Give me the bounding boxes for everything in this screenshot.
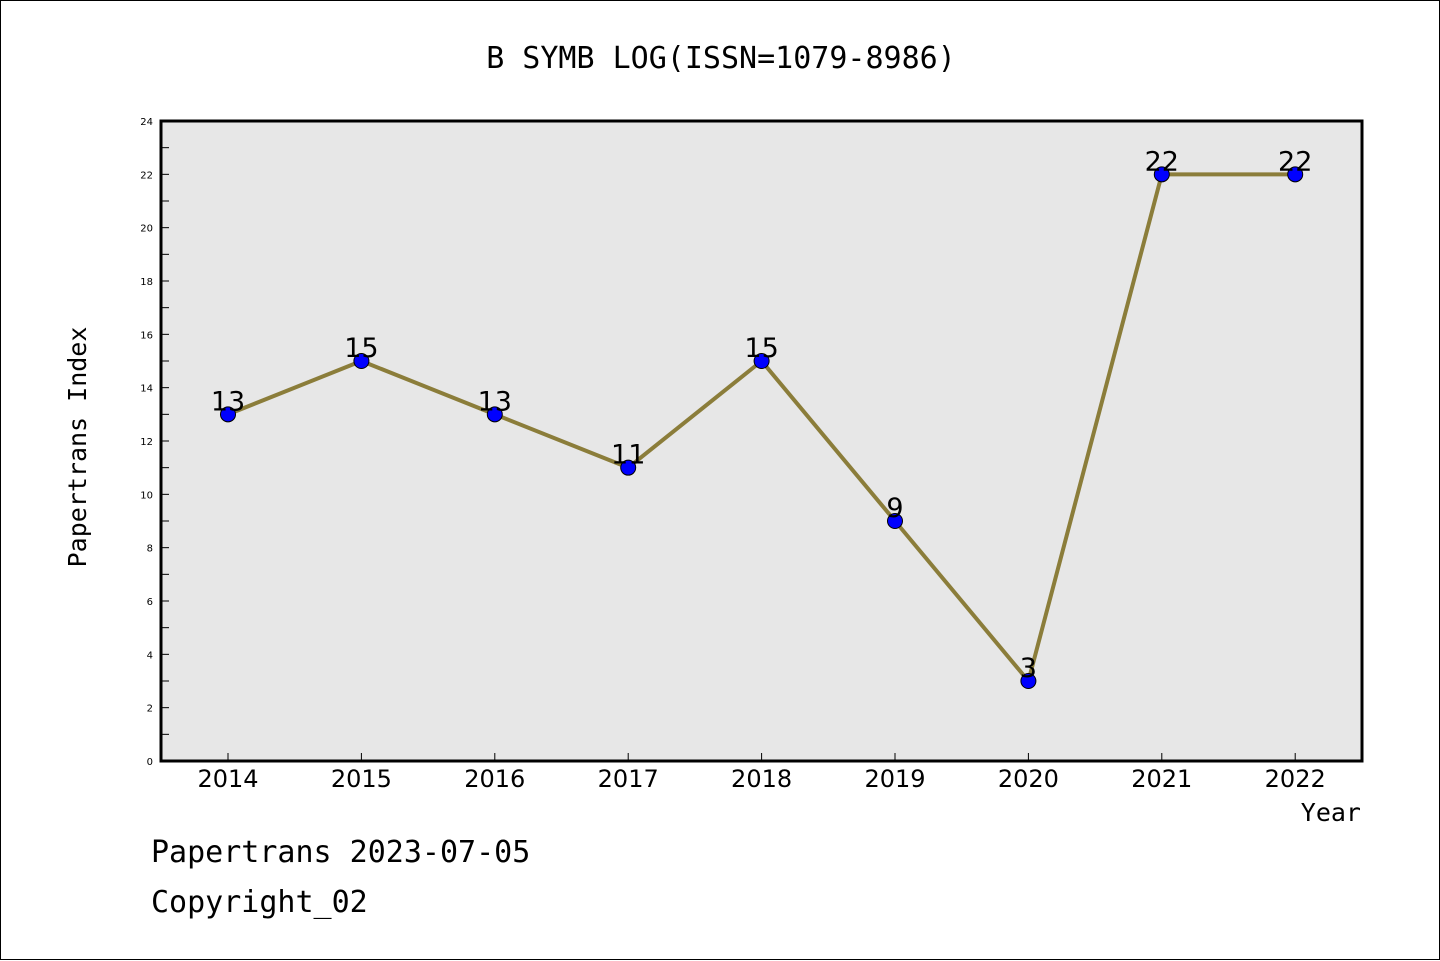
x-tick-label: 2017 <box>598 765 659 793</box>
data-label: 13 <box>478 386 512 417</box>
x-tick-label: 2021 <box>1131 765 1192 793</box>
data-label: 22 <box>1145 146 1179 177</box>
plot-area <box>159 119 1364 763</box>
data-label-layer: 13 15 13 11 15 9 3 22 22 <box>211 146 1313 684</box>
y-tick-label: 0 <box>147 757 153 768</box>
data-point <box>620 459 637 476</box>
y-tick-label: 6 <box>147 597 153 608</box>
data-label: 11 <box>611 440 645 471</box>
data-point <box>353 353 370 369</box>
y-tick-label: 18 <box>140 277 153 288</box>
data-label: 15 <box>344 333 378 364</box>
data-label: 22 <box>1278 146 1312 177</box>
data-label: 15 <box>744 333 778 364</box>
chart-title: B SYMB LOG(ISSN=1079-8986) <box>486 41 956 76</box>
data-point <box>753 353 770 369</box>
y-tick-label: 2 <box>147 704 153 715</box>
x-tick-label: 2014 <box>197 765 258 793</box>
data-point <box>220 406 236 423</box>
y-tick-label: 8 <box>147 544 153 555</box>
y-tick-label: 4 <box>147 650 153 661</box>
data-point <box>887 513 903 529</box>
x-tick-label: 2018 <box>731 765 792 793</box>
footer-copyright-line: Copyright_02 <box>151 885 368 920</box>
y-tick-label: 20 <box>140 224 153 235</box>
y-tick-label: 14 <box>140 384 153 395</box>
x-axis: 2014 2015 2016 2017 2018 2019 2020 2021 2022 <box>197 753 1326 793</box>
y-tick-label: 10 <box>140 490 153 501</box>
x-tick-label: 2022 <box>1265 765 1326 793</box>
data-point <box>486 406 503 423</box>
series-layer <box>220 166 1304 689</box>
y-axis-title: Papertrans Index <box>63 327 92 568</box>
data-label: 9 <box>886 493 903 524</box>
x-tick-label: 2015 <box>331 765 392 793</box>
data-point <box>1020 673 1037 689</box>
y-tick-label: 24 <box>140 117 153 128</box>
data-label: 13 <box>211 386 245 417</box>
x-tick-label: 2016 <box>464 765 525 793</box>
x-axis-title: Year <box>1301 798 1361 827</box>
y-tick-label: 16 <box>140 330 153 341</box>
data-point <box>1153 166 1170 183</box>
footer-date-line: Papertrans 2023-07-05 <box>151 835 531 870</box>
y-tick-label: 12 <box>140 437 153 448</box>
x-tick-label: 2020 <box>998 765 1059 793</box>
data-point <box>1287 166 1304 183</box>
y-tick-label: 22 <box>140 170 153 181</box>
x-tick-label: 2019 <box>864 765 925 793</box>
data-label: 3 <box>1020 653 1037 684</box>
